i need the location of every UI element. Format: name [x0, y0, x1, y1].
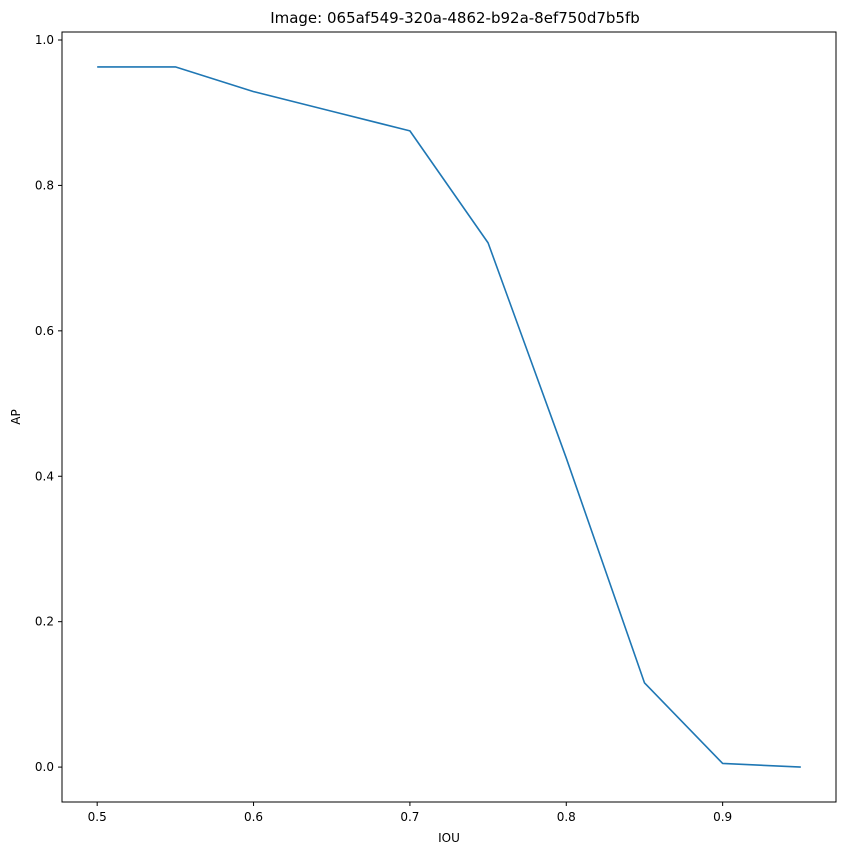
y-axis-label: AP — [9, 409, 23, 424]
y-tick-label: 0.6 — [35, 324, 54, 338]
y-tick-label: 0.0 — [35, 760, 54, 774]
series-layer — [97, 66, 801, 768]
x-tick-label: 0.7 — [400, 810, 419, 824]
x-tick-label: 0.8 — [557, 810, 576, 824]
chart-title: Image: 065af549-320a-4862-b92a-8ef750d7b… — [270, 9, 640, 27]
plot-area-frame — [61, 31, 837, 803]
y-tick-label: 0.4 — [35, 469, 54, 483]
axis-ticks: 0.5 0.6 0.7 0.8 0.9 0.0 0.2 0.4 0.6 0.8 1.0 — [35, 33, 732, 824]
series-line-0 — [97, 66, 801, 768]
y-tick-label: 0.8 — [35, 178, 54, 192]
y-tick-label: 0.2 — [35, 615, 54, 629]
x-tick-label: 0.6 — [244, 810, 263, 824]
x-tick-label: 0.9 — [713, 810, 732, 824]
x-tick-label: 0.5 — [88, 810, 107, 824]
x-axis-label: IOU — [438, 831, 460, 845]
y-tick-label: 1.0 — [35, 33, 54, 47]
